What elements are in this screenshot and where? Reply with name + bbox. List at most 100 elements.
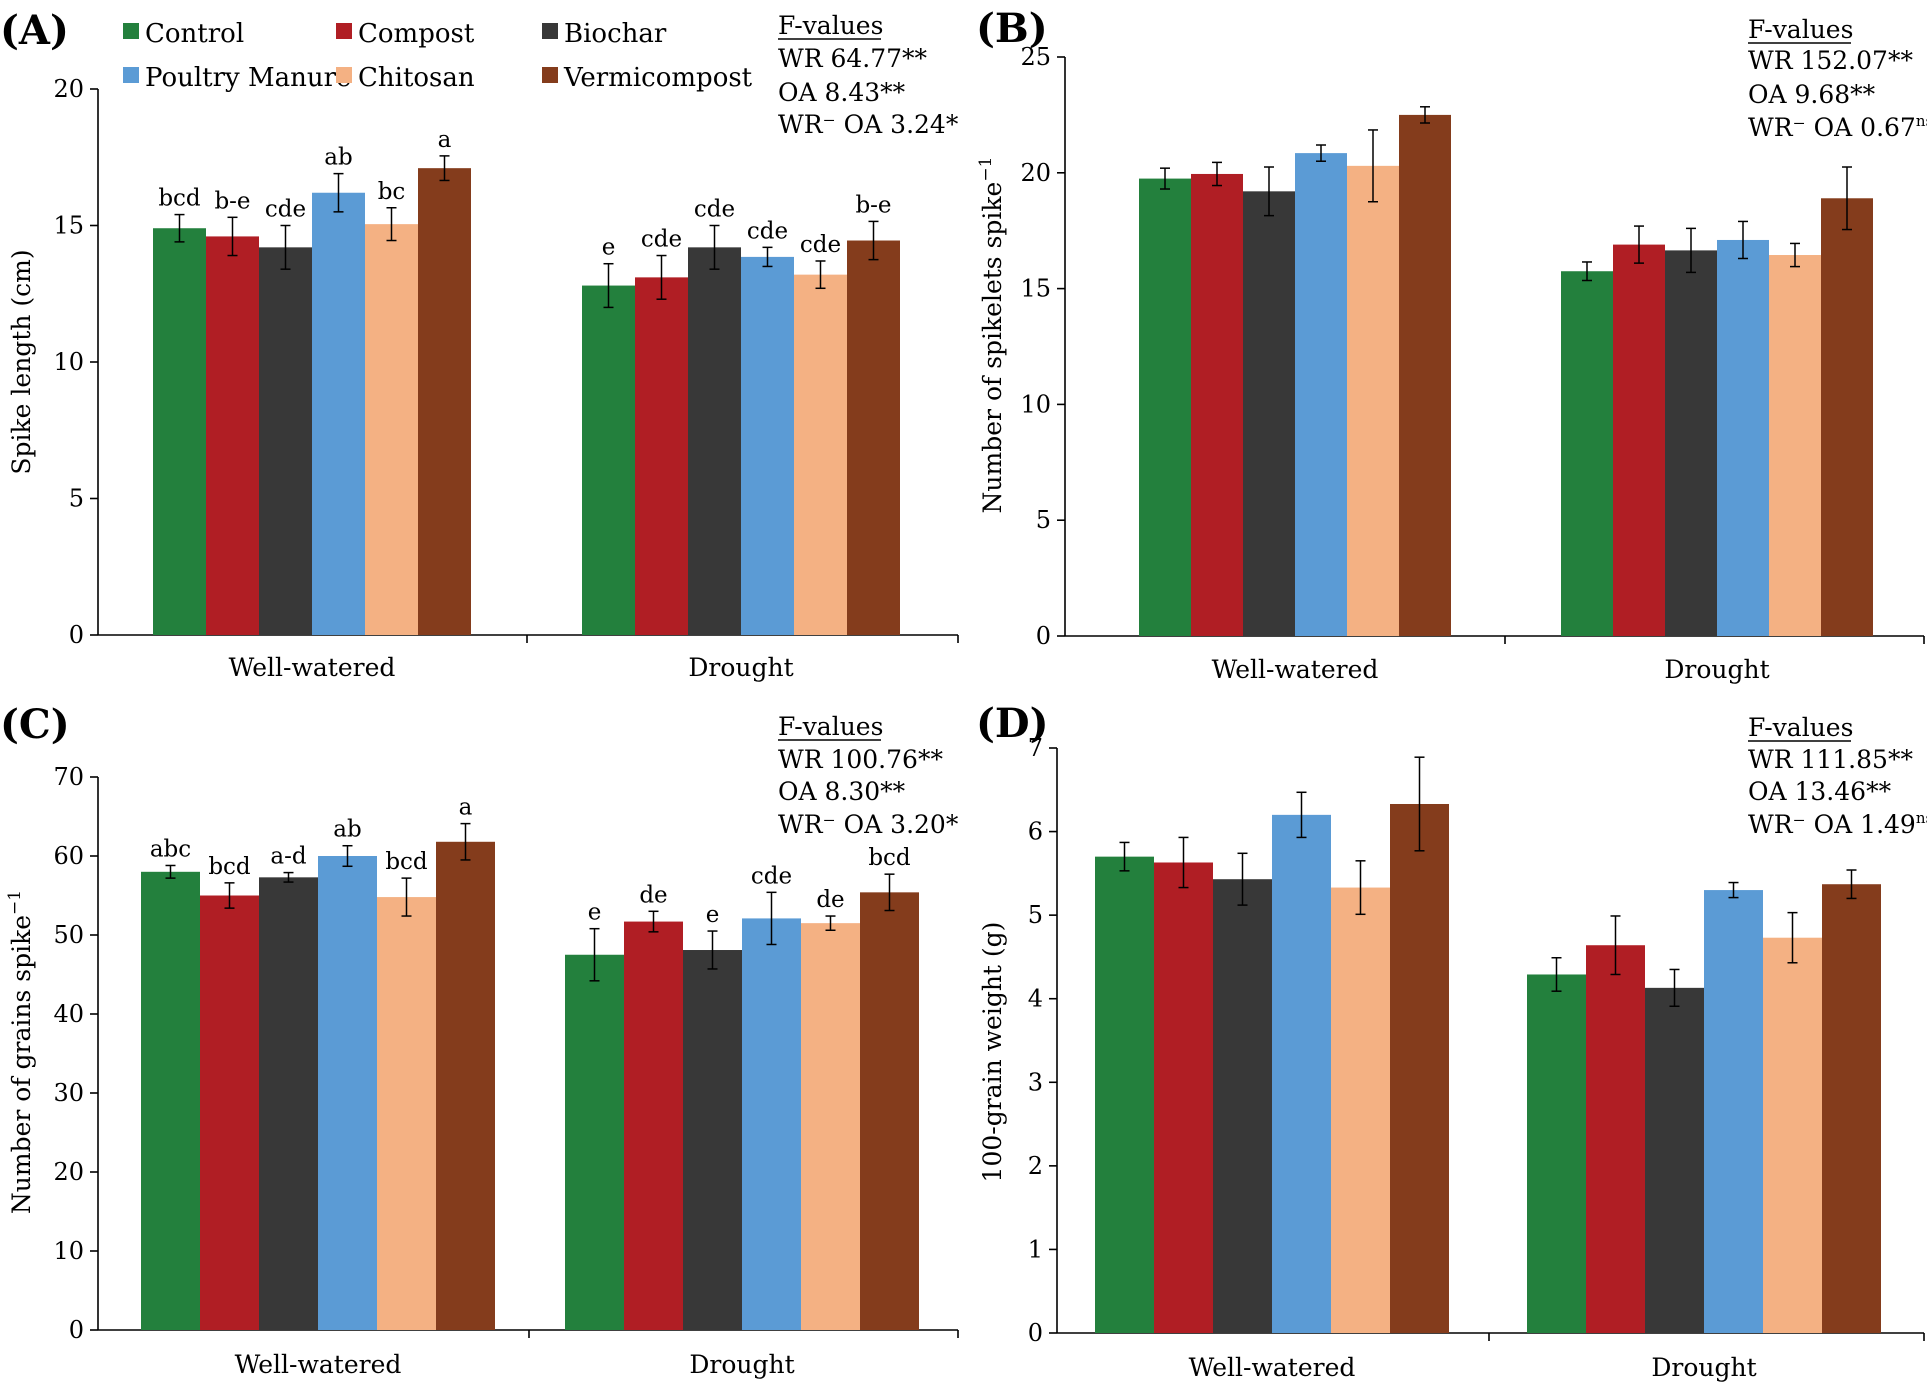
fvalue-line: OA 13.46** <box>1748 777 1892 806</box>
legend-label: Vermicompost <box>563 63 753 93</box>
bar <box>1191 173 1243 636</box>
bar <box>1645 987 1704 1333</box>
legend-swatch <box>123 67 139 83</box>
y-axis-label-text: Spike length (cm) <box>7 249 36 474</box>
fvalue-line: WR 64.77** <box>778 44 928 73</box>
y-axis-label: 100-grain weight (g) <box>978 922 1007 1183</box>
y-tick-label: 6 <box>1028 818 1043 846</box>
y-axis-label: Number of spikelets spike−1 <box>976 157 1007 514</box>
x-category-label: Well-watered <box>229 653 396 682</box>
x-category-label: Drought <box>1651 1353 1756 1382</box>
fvalue-text: OA 9.68** <box>1748 80 1876 109</box>
significance-letter: abc <box>150 836 191 862</box>
bar <box>418 168 471 636</box>
bar <box>1139 178 1191 636</box>
bar <box>1095 856 1154 1333</box>
y-tick-label: 70 <box>53 763 84 791</box>
panel-label: (C) <box>0 701 70 748</box>
x-category-label: Drought <box>689 1350 794 1379</box>
bar <box>206 236 259 636</box>
y-tick-label: 25 <box>1020 43 1051 71</box>
bar <box>377 897 436 1330</box>
fvalue-text: WR⁻ OA 0.67 <box>1748 113 1916 142</box>
bar <box>742 918 801 1330</box>
chart-panel-b: (B) 0 5 10 15 20 25 Number of spikelets spike−1… <box>976 5 1927 684</box>
y-tick-label: 0 <box>1028 1319 1043 1347</box>
significance-letter: ab <box>324 145 352 171</box>
y-tick-label: 0 <box>69 1316 84 1344</box>
legend-item: Poultry Manure <box>123 63 351 93</box>
bar <box>1272 814 1331 1333</box>
bar <box>1347 165 1399 637</box>
bar <box>847 240 900 635</box>
x-category-label: Well-watered <box>1189 1353 1356 1382</box>
y-tick-label: 5 <box>69 485 84 513</box>
bar <box>801 923 860 1330</box>
legend-item: Compost <box>336 19 475 49</box>
legend-swatch <box>336 67 352 83</box>
legend-swatch <box>542 67 558 83</box>
legend-label: Compost <box>358 19 475 49</box>
chart-panel-d: (D) 0 1 2 3 4 5 6 7 100-grain weight (g) Well-wate… <box>976 700 1927 1382</box>
y-tick-label: 60 <box>53 842 84 870</box>
y-tick-label: 50 <box>53 921 84 949</box>
y-tick-label: 2 <box>1028 1152 1043 1180</box>
significance-letter: bcd <box>385 849 428 875</box>
bar <box>200 895 259 1330</box>
y-axis-label-superscript: −1 <box>976 157 996 182</box>
fvalue-line: WR⁻ OA 0.67ns <box>1748 112 1927 142</box>
y-axis-label-text: Number of spikelets spike <box>978 182 1007 514</box>
y-tick-label: 10 <box>53 1237 84 1265</box>
fvalue-text: WR 152.07** <box>1748 46 1913 75</box>
fvalue-text: WR⁻ OA 3.20* <box>778 810 959 839</box>
y-tick-label: 20 <box>53 1158 84 1186</box>
bar <box>741 256 794 635</box>
bar <box>312 192 365 636</box>
y-tick-label: 10 <box>1020 390 1051 418</box>
bar <box>259 247 312 635</box>
legend-swatch <box>542 23 558 39</box>
significance-letter: b-e <box>214 188 250 214</box>
y-axis-label: Spike length (cm) <box>7 249 36 474</box>
legend-item: Biochar <box>542 19 667 49</box>
significance-letter: cde <box>800 232 841 258</box>
significance-letter: de <box>639 882 667 908</box>
significance-letter: a <box>438 127 452 153</box>
legend-label: Biochar <box>564 19 667 49</box>
y-tick-label: 15 <box>53 212 84 240</box>
bar <box>318 856 377 1330</box>
y-tick-label: 20 <box>1020 159 1051 187</box>
significance-letter: a <box>459 795 473 821</box>
y-tick-label: 0 <box>69 621 84 649</box>
significance-letter: a-d <box>270 844 306 870</box>
significance-letter: bc <box>378 179 406 205</box>
bar <box>153 228 206 636</box>
bar <box>436 841 495 1330</box>
bar <box>365 224 418 635</box>
bar <box>141 871 200 1330</box>
bar <box>1331 887 1390 1333</box>
y-axis-label-text: Number of grains spike <box>7 915 36 1214</box>
panel-label: (D) <box>976 700 1049 747</box>
bar <box>582 285 635 635</box>
fvalue-superscript: ns <box>1916 112 1927 130</box>
bar <box>1821 198 1873 636</box>
bar <box>1769 255 1821 636</box>
significance-letter: bcd <box>158 186 201 212</box>
y-tick-label: 4 <box>1028 985 1043 1013</box>
bar <box>1704 890 1763 1333</box>
bar <box>683 950 742 1330</box>
fvalue-line: WR⁻ OA 3.20* <box>778 810 959 839</box>
significance-letter: bcd <box>868 845 911 871</box>
fvalue-line: WR⁻ OA 3.24* <box>778 110 959 139</box>
panel-label: (A) <box>0 7 69 54</box>
bar <box>1822 884 1881 1333</box>
significance-letter: b-e <box>855 192 891 218</box>
bar <box>688 247 741 635</box>
bar <box>1665 250 1717 637</box>
fvalue-text: WR 111.85** <box>1748 745 1913 774</box>
significance-letter: ab <box>333 817 361 843</box>
significance-letter: e <box>588 900 602 926</box>
significance-letter: e <box>706 902 720 928</box>
